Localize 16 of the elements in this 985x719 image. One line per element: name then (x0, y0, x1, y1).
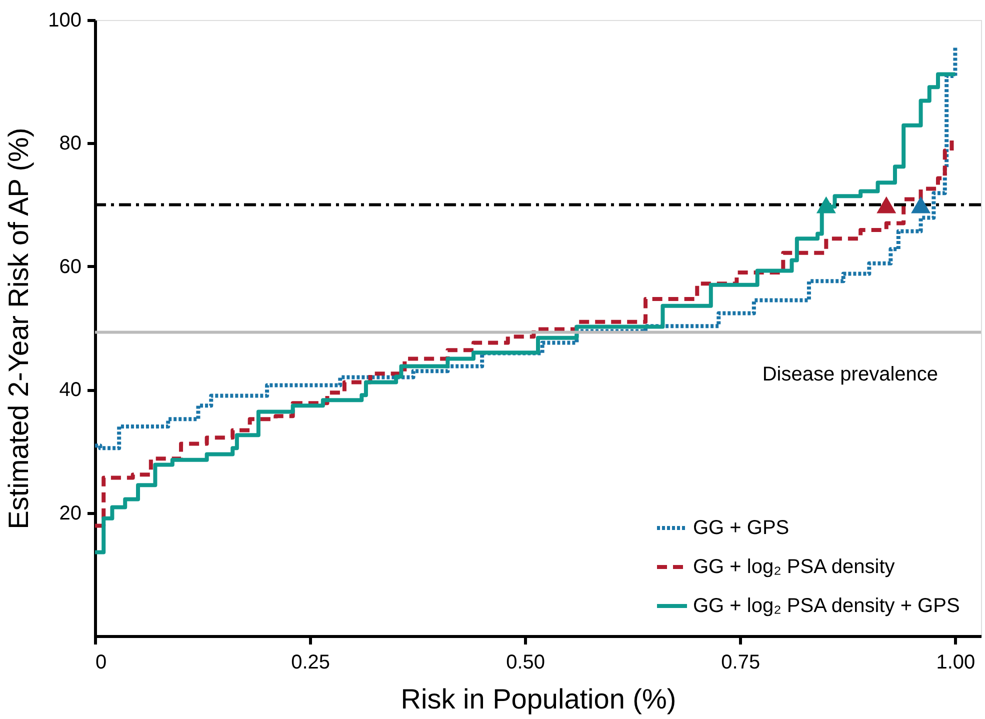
x-axis-title: Risk in Population (%) (400, 684, 676, 714)
y-tick-label: 60 (59, 256, 82, 278)
legend-label: GG + log₂ PSA density + GPS (693, 595, 960, 617)
legend-label: GG + GPS (693, 517, 790, 539)
legend-label: GG + log₂ PSA density (693, 556, 895, 578)
y-tick-label: 100 (48, 10, 82, 32)
x-tick-label: 0 (96, 652, 107, 674)
y-tick-label: 20 (59, 502, 82, 524)
y-tick-label: 40 (59, 379, 82, 402)
y-tick-label: 80 (59, 132, 82, 155)
x-tick-label: 0.25 (291, 652, 330, 674)
x-tick-label: 0.50 (506, 652, 546, 674)
y-axis-title: Estimated 2-Year Risk of AP (%) (3, 128, 34, 530)
x-tick-label: 1.00 (936, 652, 976, 674)
x-tick-label: 0.75 (721, 652, 760, 674)
annotation: Disease prevalence (762, 363, 938, 386)
